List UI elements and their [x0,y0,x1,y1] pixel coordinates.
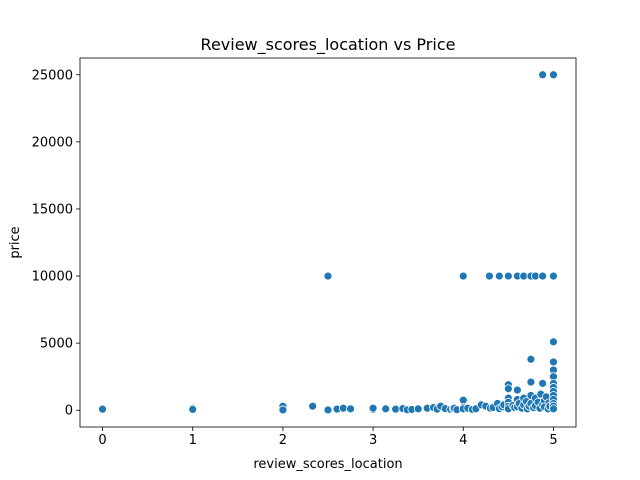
data-point [549,357,558,367]
y-tick-label: 0 [65,404,73,419]
data-point [549,337,558,347]
y-tick-label: 20000 [32,135,73,150]
x-tick-label: 3 [369,433,377,448]
x-tick-label: 4 [459,433,467,448]
data-point [538,271,548,281]
x-axis: 0 1 2 3 4 5 [98,427,558,448]
data-point [538,378,548,388]
data-point [494,271,504,281]
y-tick-label: 15000 [32,202,73,217]
data-point [323,405,333,415]
x-axis-label: review_scores_location [253,457,402,472]
data-point [549,404,558,414]
data-point [346,404,355,414]
x-tick-label: 0 [98,433,106,448]
x-tick-label: 5 [549,433,557,448]
y-tick-label: 5000 [40,337,73,352]
data-point [391,404,401,414]
data-point [368,403,378,413]
x-tick-label: 2 [279,433,287,448]
data-point [458,395,468,405]
data-point [526,377,536,387]
data-point [323,271,333,281]
y-tick-label: 10000 [32,270,73,285]
y-axis: 0 5000 10000 15000 20000 25000 [32,68,80,419]
data-points [98,70,558,415]
data-point [308,401,318,411]
data-point [519,271,529,281]
data-point [338,403,348,413]
data-point [526,354,536,364]
plot-frame [79,57,577,428]
data-point [485,271,494,281]
data-point [503,384,513,394]
data-point [381,404,391,414]
data-point [278,405,288,415]
y-tick-label: 25000 [32,68,73,83]
y-axis-label: price [8,226,23,258]
data-point [98,404,107,414]
data-point [549,271,558,281]
data-point [538,70,548,80]
data-point [458,271,468,281]
data-point [503,271,513,281]
x-tick-label: 1 [189,433,197,448]
plot-background [80,58,576,427]
data-point [531,271,540,281]
data-point [413,404,423,414]
chart-title: Review_scores_location vs Price [201,35,456,55]
data-point [188,405,198,414]
data-point [549,70,558,80]
data-point [512,385,522,395]
